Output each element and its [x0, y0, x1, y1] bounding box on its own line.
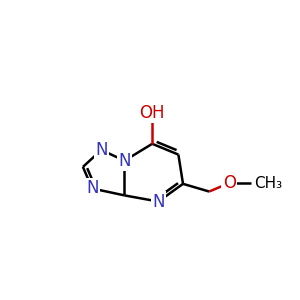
Text: N: N	[118, 152, 131, 170]
Text: O: O	[223, 174, 236, 192]
Text: OH: OH	[140, 104, 165, 122]
Text: N: N	[95, 141, 108, 159]
Text: N: N	[152, 193, 165, 211]
Text: N: N	[86, 179, 98, 197]
Text: CH₃: CH₃	[254, 176, 282, 190]
